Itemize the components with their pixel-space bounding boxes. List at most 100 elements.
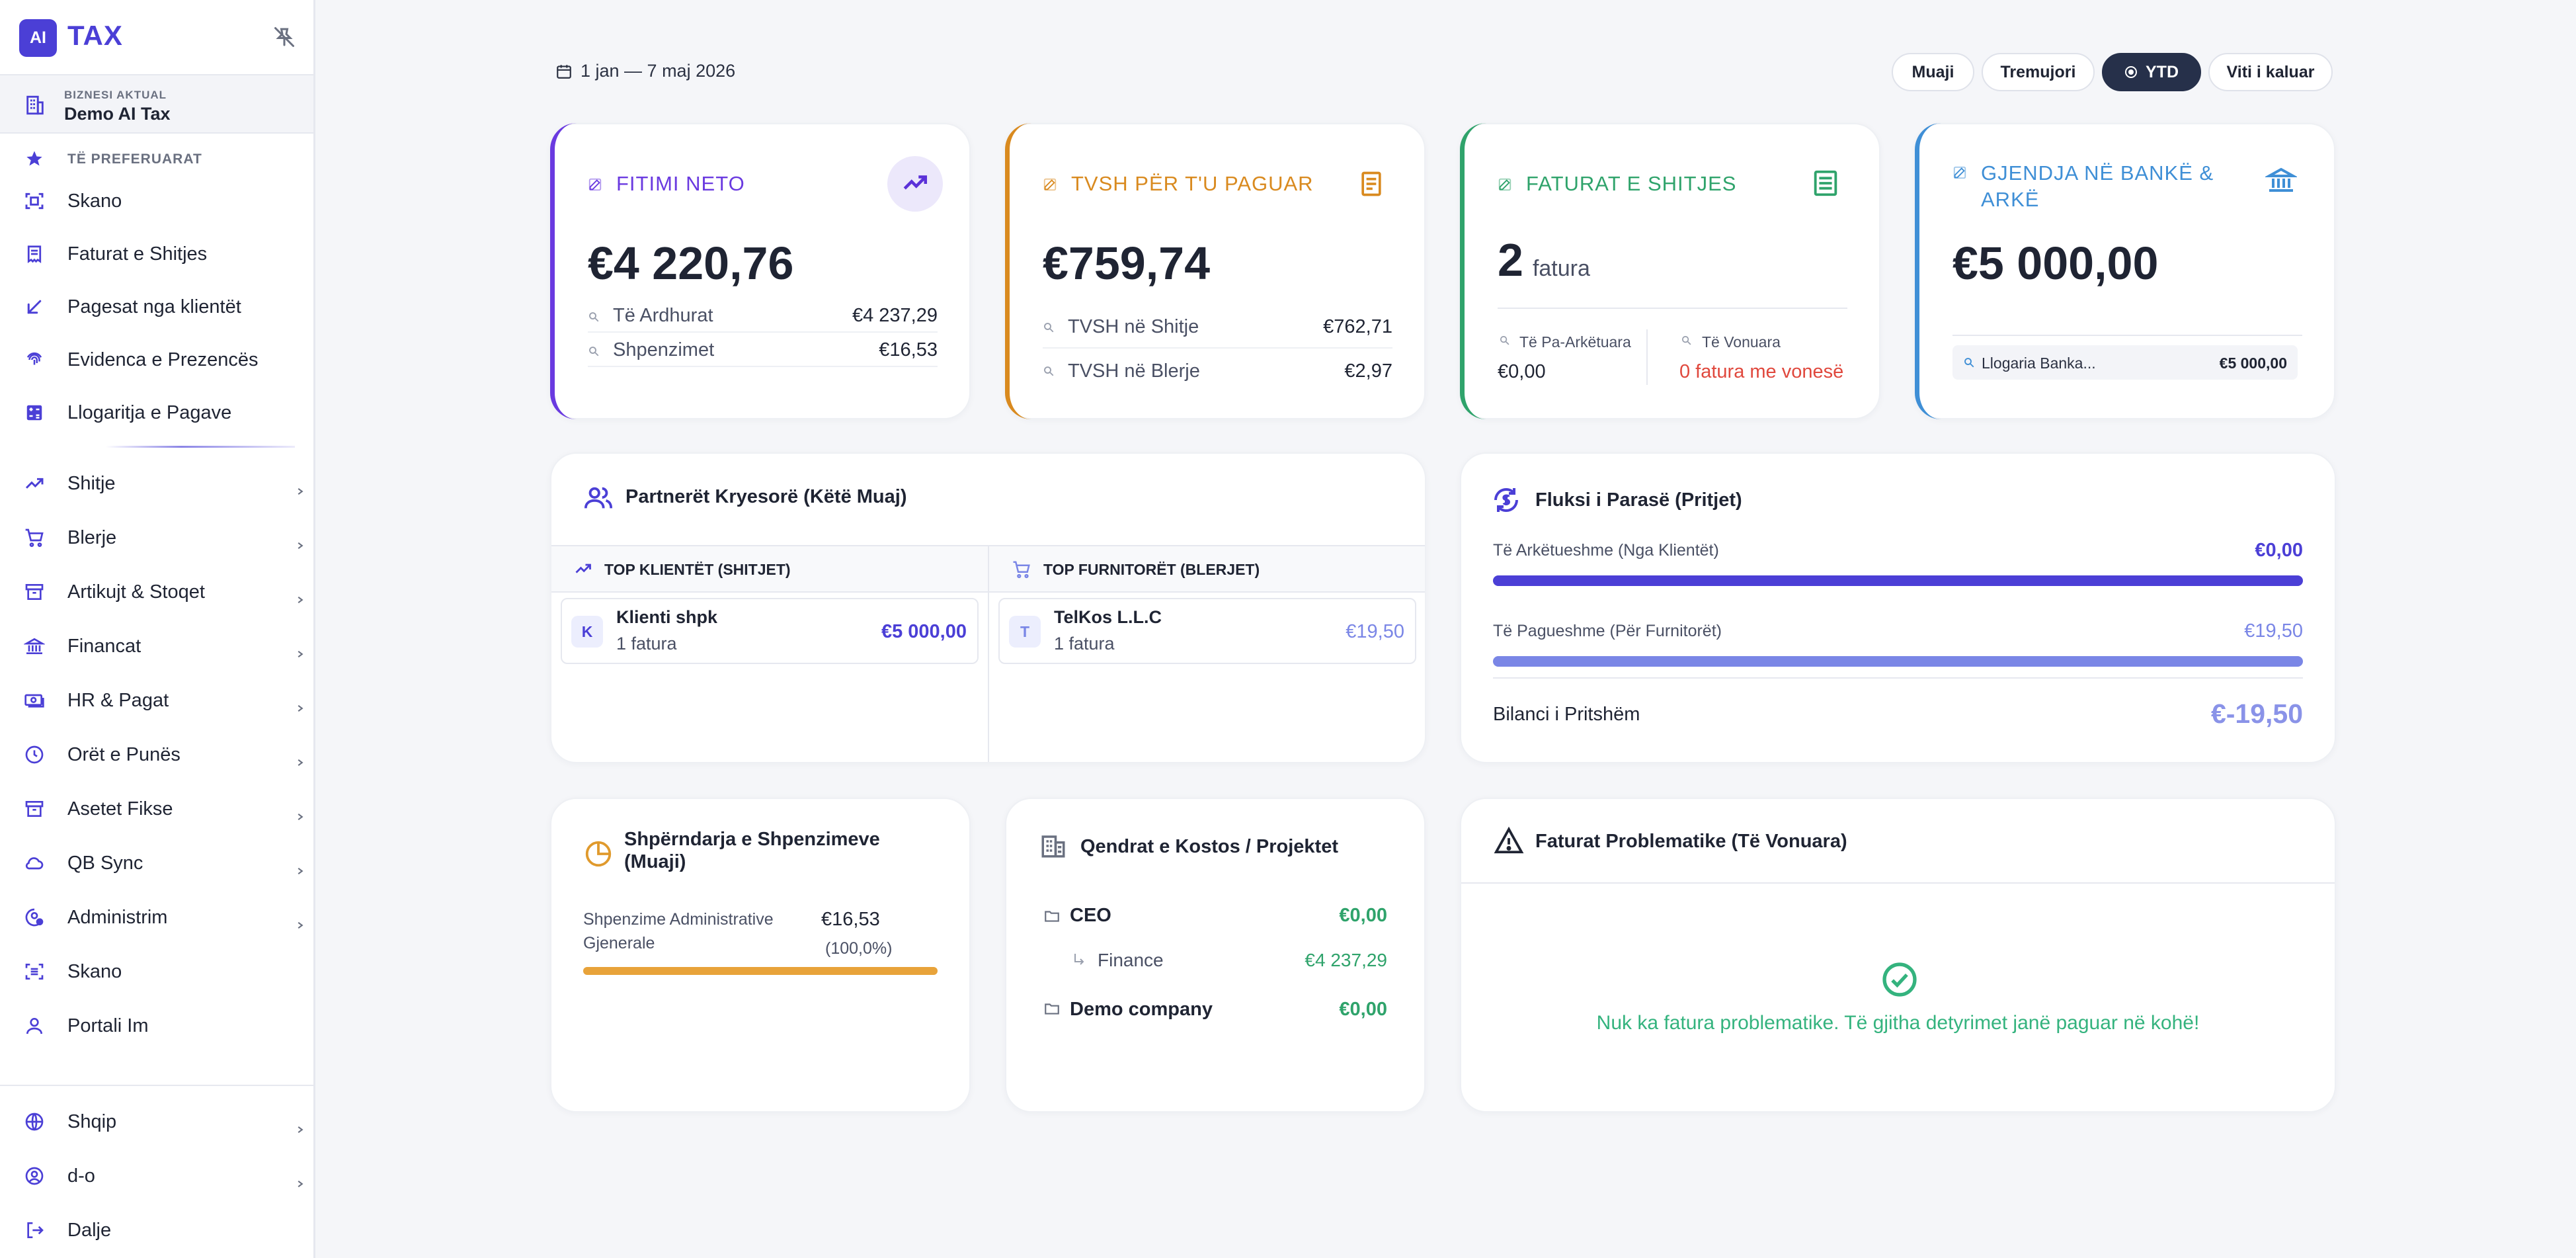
kpi-title: TVSH PËR T'U PAGUAR xyxy=(1071,172,1314,195)
nav-item-finances[interactable]: Financat xyxy=(0,624,313,668)
cost-center-value: €0,00 xyxy=(1339,905,1387,926)
kpi-row-label: TVSH në Blerje xyxy=(1068,360,1200,382)
favorite-label: Pagesat nga klientët xyxy=(67,296,241,317)
nav-label: QB Sync xyxy=(67,852,143,874)
period-last-year-button[interactable]: Viti i kaluar xyxy=(2208,53,2333,91)
language-selector[interactable]: Shqip xyxy=(0,1100,313,1144)
period-ytd-button[interactable]: YTD xyxy=(2102,53,2201,91)
clients-head-label: TOP KLIENTËT (SHITJET) xyxy=(604,560,791,578)
top-supplier-item[interactable]: T TelKos L.L.C 1 fatura €19,50 xyxy=(998,598,1416,664)
edit-icon[interactable] xyxy=(1498,177,1512,192)
partners-title: Partnerët Kryesorë (Këtë Muaj) xyxy=(625,486,907,507)
balance-value: €-19,50 xyxy=(2210,698,2303,729)
period-month-button[interactable]: Muaji xyxy=(1892,53,1974,91)
edit-icon[interactable] xyxy=(1043,177,1057,192)
nav-item-qb-sync[interactable]: QB Sync xyxy=(0,841,313,885)
radio-selected-icon xyxy=(2125,66,2137,78)
divider xyxy=(1646,329,1648,385)
kpi-card-sales-invoices[interactable]: FATURAT E SHITJES 2 fatura Të Pa-Arkëtua… xyxy=(1460,123,1880,419)
top-client-item[interactable]: K Klienti shpk 1 fatura €5 000,00 xyxy=(561,598,979,664)
chevron-right-icon xyxy=(298,1126,303,1134)
kpi-card-vat[interactable]: TVSH PËR T'U PAGUAR €759,74 TVSH në Shit… xyxy=(1005,123,1426,419)
scan-icon xyxy=(22,960,46,984)
cost-center-subrow[interactable]: Finance €4 237,29 xyxy=(1043,943,1387,978)
edit-icon[interactable] xyxy=(1952,165,1967,180)
payable-bar-track xyxy=(1493,656,2303,667)
divider xyxy=(1461,882,2335,884)
kpi-card-bank-balance[interactable]: GJENDJA NË BANKË & ARKË €5 000,00 Llogar… xyxy=(1915,123,2335,419)
nav-item-inventory[interactable]: Artikujt & Stoqet xyxy=(0,570,313,614)
kpi-card-net-profit[interactable]: FITIMI NETO €4 220,76 Të Ardhurat €4 237… xyxy=(550,123,971,419)
currency-exchange-icon xyxy=(1494,488,1518,512)
nav-label: HR & Pagat xyxy=(67,689,169,711)
supplier-avatar: T xyxy=(1009,616,1041,648)
favorite-label: Faturat e Shitjes xyxy=(67,243,208,265)
user-menu[interactable]: d-o xyxy=(0,1154,313,1198)
kpi-row-value: €16,53 xyxy=(879,339,938,360)
favorite-item-payroll[interactable]: Llogaritja e Pagave xyxy=(0,391,313,435)
search-icon xyxy=(1044,366,1054,376)
trending-up-icon xyxy=(22,472,46,495)
cart-icon xyxy=(1013,561,1030,579)
kpi-icon-badge xyxy=(887,156,943,212)
chevron-right-icon xyxy=(298,1180,303,1188)
scan-icon xyxy=(22,189,46,213)
cost-center-row[interactable]: Demo company €0,00 xyxy=(1043,993,1387,1028)
logout-label: Dalje xyxy=(67,1219,112,1241)
chevron-right-icon xyxy=(298,867,303,875)
app-title: TAX xyxy=(67,20,123,51)
period-quarter-button[interactable]: Tremujori xyxy=(1982,53,2095,91)
chevron-right-icon xyxy=(298,487,303,495)
cost-center-row[interactable]: CEO €0,00 xyxy=(1043,900,1387,934)
search-icon xyxy=(1681,335,1691,345)
warning-icon xyxy=(1494,826,1524,854)
receivable-bar-track xyxy=(1493,575,2303,586)
search-icon xyxy=(1044,323,1054,333)
sub-item-arrow-icon xyxy=(1074,954,1084,965)
late-label: Të Vonuara xyxy=(1702,333,1781,351)
client-sub: 1 fatura xyxy=(616,634,677,653)
card-accent xyxy=(1460,123,1486,419)
pie-chart-icon xyxy=(585,841,612,867)
nav-item-work-hours[interactable]: Orët e Punës xyxy=(0,733,313,776)
nav-item-hr[interactable]: HR & Pagat xyxy=(0,679,313,722)
logout-button[interactable]: Dalje xyxy=(0,1208,313,1252)
nav-item-scan[interactable]: Skano xyxy=(0,950,313,993)
clients-header-bg xyxy=(551,546,988,591)
edit-icon[interactable] xyxy=(588,177,602,192)
payable-label: Të Pagueshme (Për Furnitorët) xyxy=(1493,622,1722,640)
nav-item-my-portal[interactable]: Portali Im xyxy=(0,1004,313,1048)
unpin-sidebar-icon[interactable] xyxy=(272,25,296,49)
balance-label: Bilanci i Pritshëm xyxy=(1493,704,1640,725)
favorite-item-scan[interactable]: Skano xyxy=(0,179,313,223)
search-icon xyxy=(1500,335,1509,345)
bank-account-row[interactable]: Llogaria Banka... €5 000,00 xyxy=(1952,345,2298,380)
date-range[interactable]: 1 jan — 7 maj 2026 xyxy=(555,61,735,81)
chevron-right-icon xyxy=(298,596,303,604)
client-name: Klienti shpk xyxy=(616,607,718,627)
bank-icon xyxy=(2265,167,2297,192)
nav-item-administration[interactable]: Administrim xyxy=(0,896,313,939)
business-name: Demo AI Tax xyxy=(64,104,171,124)
nav-item-sales[interactable]: Shitje xyxy=(0,462,313,505)
divider xyxy=(1493,677,2303,679)
cart-icon xyxy=(22,526,46,550)
archive-icon xyxy=(22,580,46,604)
sidebar: AI TAX BIZNESI AKTUAL Demo AI Tax TË PRE… xyxy=(0,0,315,1258)
divider xyxy=(551,545,1425,546)
nav-item-fixed-assets[interactable]: Asetet Fikse xyxy=(0,787,313,831)
nav-label: Artikujt & Stoqet xyxy=(67,581,205,603)
business-switcher[interactable]: BIZNESI AKTUAL Demo AI Tax xyxy=(0,74,313,134)
favorite-item-attendance[interactable]: Evidenca e Prezencës xyxy=(0,338,313,382)
expense-category: Shpenzime Administrative Gjenerale xyxy=(583,910,774,952)
nav-item-purchases[interactable]: Blerje xyxy=(0,516,313,560)
favorite-item-client-payments[interactable]: Pagesat nga klientët xyxy=(0,285,313,329)
document-icon xyxy=(1361,171,1381,196)
favorite-item-sales-invoices[interactable]: Faturat e Shitjes xyxy=(0,232,313,276)
search-icon xyxy=(589,312,599,322)
arrow-down-left-icon xyxy=(22,295,46,319)
language-label: Shqip xyxy=(67,1111,117,1132)
table-icon xyxy=(1814,170,1837,196)
cashflow-card: Fluksi i Parasë (Pritjet) Të Arkëtueshme… xyxy=(1460,452,2336,763)
expense-amount: €16,53 xyxy=(821,909,880,930)
